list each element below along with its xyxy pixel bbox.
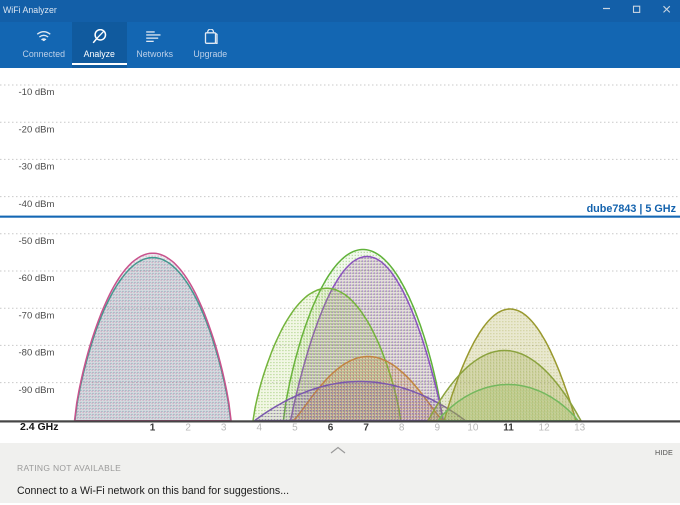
svg-text:-70 dBm: -70 dBm (19, 310, 55, 321)
svg-text:4: 4 (257, 423, 263, 434)
svg-text:-40 dBm: -40 dBm (19, 199, 55, 210)
svg-text:-60 dBm: -60 dBm (19, 273, 55, 284)
svg-text:11: 11 (503, 423, 514, 434)
svg-text:9: 9 (435, 423, 441, 434)
svg-text:-30 dBm: -30 dBm (19, 162, 55, 173)
svg-text:2.4 GHz: 2.4 GHz (20, 421, 59, 433)
svg-text:12: 12 (539, 423, 551, 434)
svg-text:6: 6 (328, 423, 334, 434)
svg-text:5: 5 (292, 423, 298, 434)
svg-text:-20 dBm: -20 dBm (19, 124, 55, 135)
svg-text:dube7843 | 5 GHz: dube7843 | 5 GHz (587, 203, 677, 215)
svg-text:1: 1 (150, 423, 156, 434)
svg-text:8: 8 (399, 423, 405, 434)
svg-text:-80 dBm: -80 dBm (19, 348, 55, 359)
svg-text:13: 13 (574, 423, 586, 434)
svg-text:2: 2 (185, 423, 191, 434)
svg-text:-10 dBm: -10 dBm (19, 87, 55, 98)
svg-text:-90 dBm: -90 dBm (19, 385, 55, 396)
svg-text:-50 dBm: -50 dBm (19, 236, 55, 247)
svg-text:10: 10 (467, 423, 479, 434)
svg-text:3: 3 (221, 423, 227, 434)
svg-text:7: 7 (363, 423, 369, 434)
